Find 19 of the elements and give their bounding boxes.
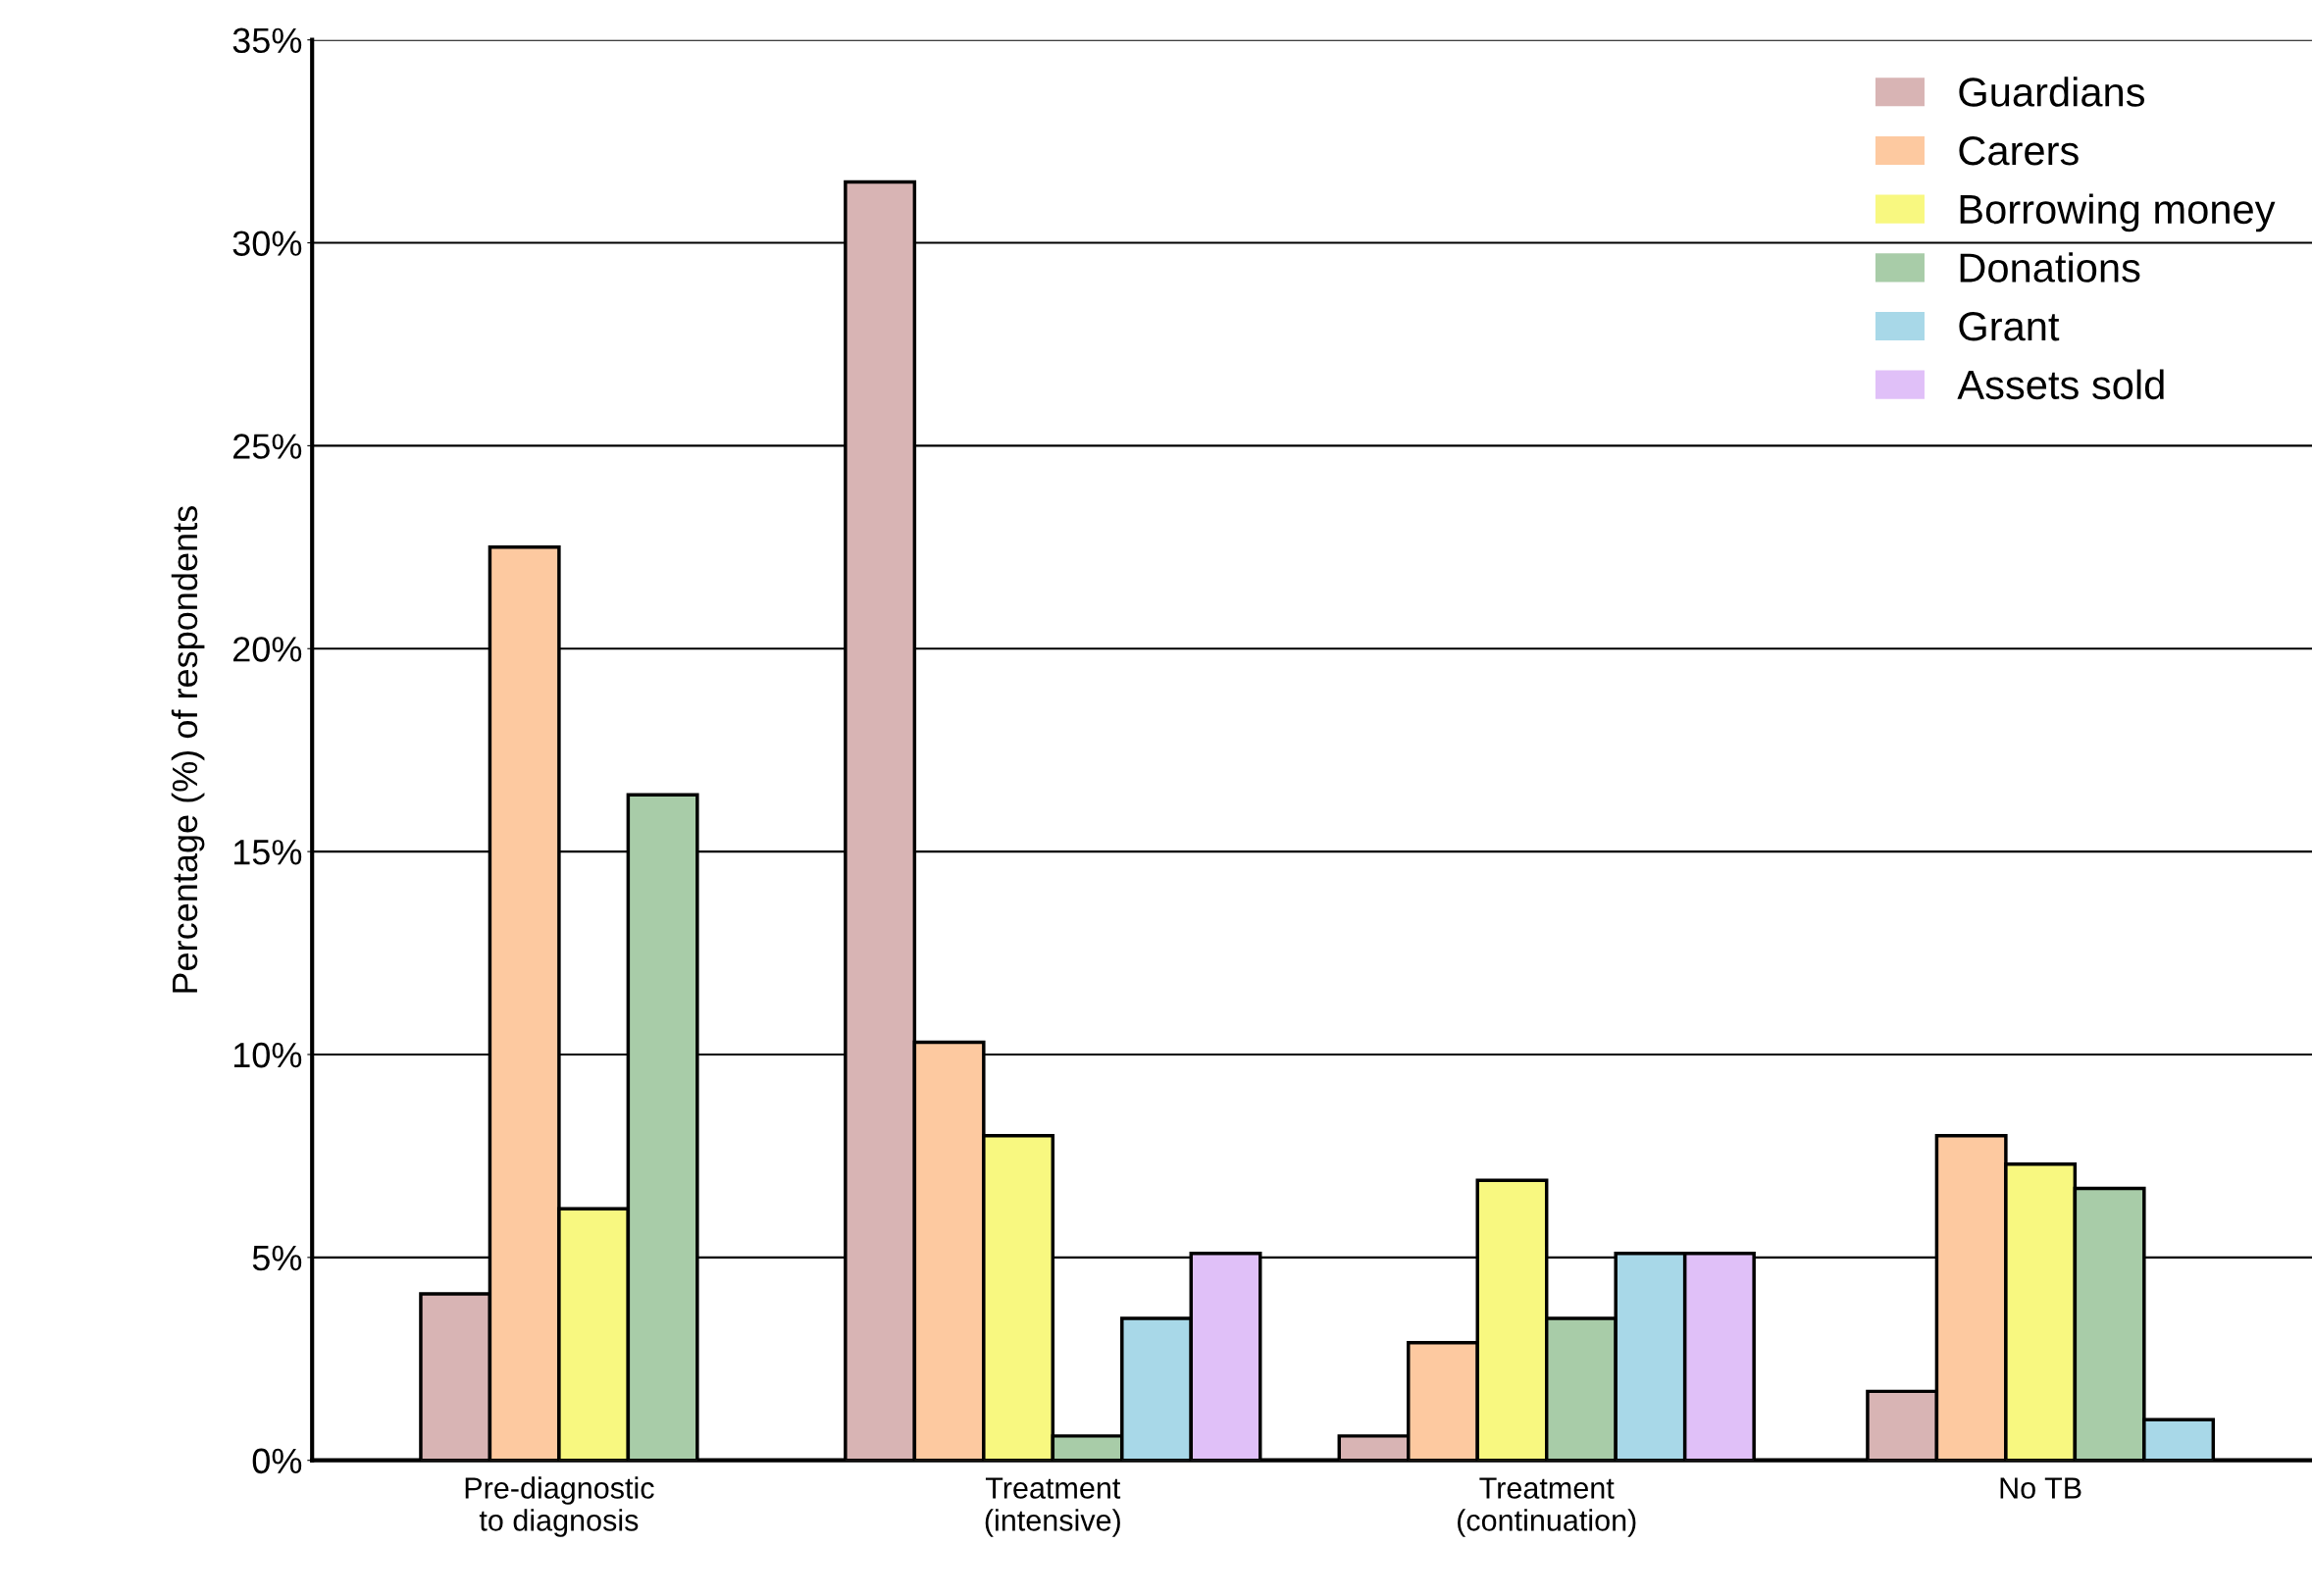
legend-label: Carers (1959, 135, 2079, 166)
x-tick-label: Treatment (intensive) (985, 1477, 1121, 1537)
y-tick-label: 35% (232, 27, 302, 54)
y-tick-label: 0% (252, 1448, 302, 1474)
y-tick-label: 30% (232, 231, 302, 256)
legend-label: Donations (1960, 252, 2140, 283)
y-tick-label: 20% (233, 637, 302, 662)
legend-label: Assets sold (1957, 369, 2164, 400)
x-tick-label: Pre-diagnostic to diagnosis (465, 1476, 654, 1537)
legend-label: Grant (1959, 311, 2060, 341)
y-tick-label: 25% (233, 434, 302, 459)
legend-label: Guardians (1959, 77, 2145, 107)
y-axis-title: Percentage (%) of respondents (171, 506, 205, 993)
x-tick-label: No TB (2000, 1477, 2081, 1499)
legend-label: Borrowing money (1960, 193, 2276, 232)
x-tick-label: Treatment (continuation) (1458, 1477, 1636, 1537)
y-tick-label: 10% (233, 1042, 302, 1068)
y-tick-label: 5% (252, 1245, 302, 1271)
y-tick-label: 15% (233, 840, 302, 865)
